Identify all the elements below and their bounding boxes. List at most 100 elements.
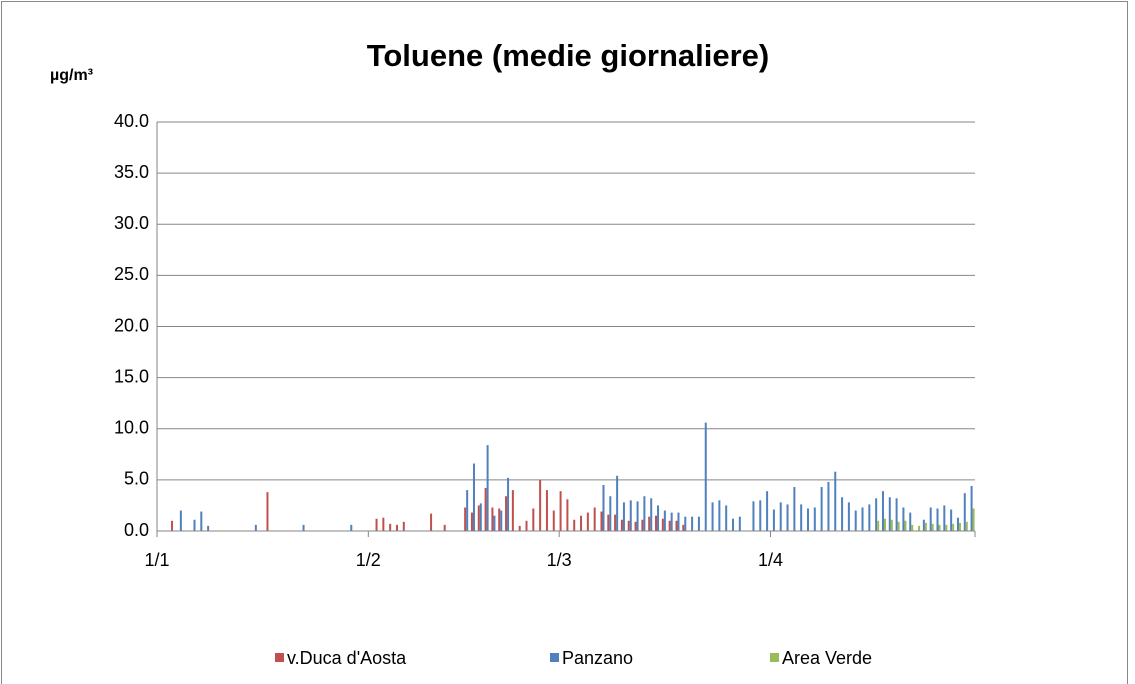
bar [629,500,632,531]
legend-swatch [770,653,779,662]
bar [518,525,521,531]
bar [622,502,625,531]
bar [254,524,257,531]
bar [566,499,569,531]
bar [507,477,510,531]
bar [732,518,735,531]
bar [179,510,182,531]
bar [841,497,844,531]
bar [525,520,528,531]
bar [888,497,891,531]
bar [648,516,651,531]
bar [813,507,816,531]
y-tick-label: 25.0 [114,264,149,284]
bar [895,498,898,531]
bar [820,487,823,531]
bar [479,503,482,531]
bar [918,525,921,531]
legend-label: v.Duca d'Aosta [287,648,407,668]
bar [641,519,644,531]
bar [593,507,596,531]
bar [663,510,666,531]
bar [486,445,489,531]
bar [682,524,685,531]
bar [738,516,741,531]
x-tick-label: 1/1 [144,550,169,570]
bar [586,512,589,531]
bar [532,508,535,531]
bar [950,509,953,531]
bar [395,524,398,531]
bar [466,490,469,531]
legend-label: Panzano [562,648,633,668]
bar [704,422,707,531]
y-tick-label: 10.0 [114,418,149,438]
bar [661,518,664,531]
bar [430,513,433,531]
bar [684,516,687,531]
bar [922,519,925,531]
bar [472,463,475,531]
bar [505,496,508,531]
bar [718,500,721,531]
bar [877,520,880,531]
bar [511,490,514,531]
bar [890,519,893,531]
bar [793,487,796,531]
bar [938,524,941,531]
bar [607,514,610,531]
bar [266,492,269,531]
bar [868,504,871,531]
bar [956,517,959,531]
bar [620,519,623,531]
bar [958,522,961,531]
bar [897,521,900,531]
bar [931,523,934,531]
x-tick-label: 1/4 [758,550,783,570]
y-tick-label: 15.0 [114,366,149,386]
bar [389,523,392,531]
y-tick-label: 20.0 [114,315,149,335]
bar [945,524,948,531]
bar [650,498,653,531]
bar [725,505,728,531]
bar [657,505,660,531]
chart-title: Toluene (medie giornaliere) [367,38,770,73]
legend-swatch [275,653,284,662]
bar [668,520,671,531]
y-tick-label: 35.0 [114,162,149,182]
bar [636,501,639,531]
bar [759,500,762,531]
bar [350,524,353,531]
bar [171,520,174,531]
bar [766,491,769,531]
bar [627,520,630,531]
bar [616,475,619,531]
bar [963,493,966,531]
bar [861,507,864,531]
bar [909,512,912,531]
bar [929,507,932,531]
bar [200,511,203,531]
bar [634,521,637,531]
bar [675,520,678,531]
bar [477,505,480,531]
y-tick-label: 5.0 [124,469,149,489]
bar [875,498,878,531]
bar [677,512,680,531]
bar [924,522,927,531]
bar [491,507,494,531]
bar [883,518,886,531]
bar [854,510,857,531]
legend-label: Area Verde [782,648,872,668]
bar [670,512,673,531]
bar [711,502,714,531]
bar [965,521,968,531]
bar [493,515,496,531]
bar [911,524,914,531]
bar [800,504,803,531]
bar [881,491,884,531]
bar [602,484,605,531]
x-tick-label: 1/2 [356,550,381,570]
